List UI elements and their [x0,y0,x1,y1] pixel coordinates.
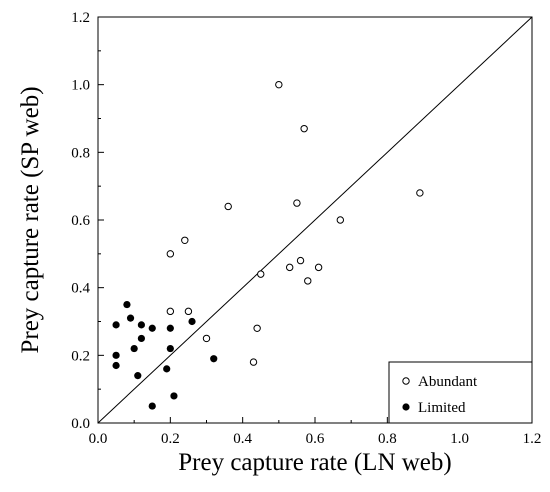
abundant-point [202,334,211,343]
legend-marker-abundant [402,377,410,385]
limited-point [163,365,171,373]
abundant-point [249,358,258,366]
limited-point [188,317,196,326]
abundant-point [257,270,265,278]
abundant-point [416,189,424,197]
abundant-point [184,307,193,316]
limited-point [137,334,145,343]
limited-point [166,324,174,332]
limited-point [210,355,218,363]
abundant-point [296,256,305,265]
abundant-point [314,263,323,272]
limited-point [170,392,178,400]
limited-point [130,344,138,353]
x-tick-label: 1.0 [450,431,469,447]
limited-point [112,361,120,370]
abundant-point [275,80,283,89]
limited-point [148,324,156,332]
y-tick-label: 0.2 [71,348,90,364]
y-tick-label: 1.0 [71,78,90,94]
y-tick-label: 0.6 [71,213,90,229]
limited-point [166,344,174,353]
abundant-point [253,324,261,332]
y-axis-title: Prey capture rate (SP web) [17,86,44,353]
abundant-point [224,202,232,211]
limited-point [112,321,120,329]
x-tick-label: 0.2 [161,431,180,447]
x-tick-label: 1.2 [523,431,542,447]
legend-box [388,361,533,424]
x-tick-label: 0.8 [378,431,397,447]
x-tick-label: 0.0 [89,431,108,447]
y-tick-label: 1.2 [71,10,90,26]
limited-point [123,300,131,309]
x-tick-label: 0.6 [306,431,325,447]
x-tick-label: 0.4 [233,431,252,447]
limited-point [137,321,145,329]
x-axis: 0.0 0.2 0.4 0.6 0.8 1.0 1.2 [89,417,542,447]
abundant-point [293,199,301,207]
abundant-point [300,124,308,133]
limited-point [134,372,142,380]
abundant-point [285,263,294,272]
abundant-point [166,307,175,316]
abundant-point [304,277,312,285]
legend-label-limited: Limited [418,400,466,416]
legend-label-abundant: Abundant [418,374,478,390]
y-axis: 0.0 0.2 0.4 0.6 0.8 1.0 1.2 [71,10,104,432]
data-points [112,80,424,410]
reference-line-group [97,16,533,424]
y-tick-label: 0.8 [71,145,90,161]
limited-point [112,351,120,359]
x-axis-title: Prey capture rate (LN web) [178,449,451,476]
abundant-point [336,216,345,224]
legend: Abundant Limited [388,361,533,424]
legend-marker-limited [402,403,410,411]
abundant-point [181,236,189,245]
y-tick-label: 0.0 [71,416,90,432]
reference-line [97,16,533,424]
abundant-point [166,250,175,258]
limited-point [126,314,135,322]
limited-point [148,402,156,410]
y-tick-label: 0.4 [71,281,90,297]
